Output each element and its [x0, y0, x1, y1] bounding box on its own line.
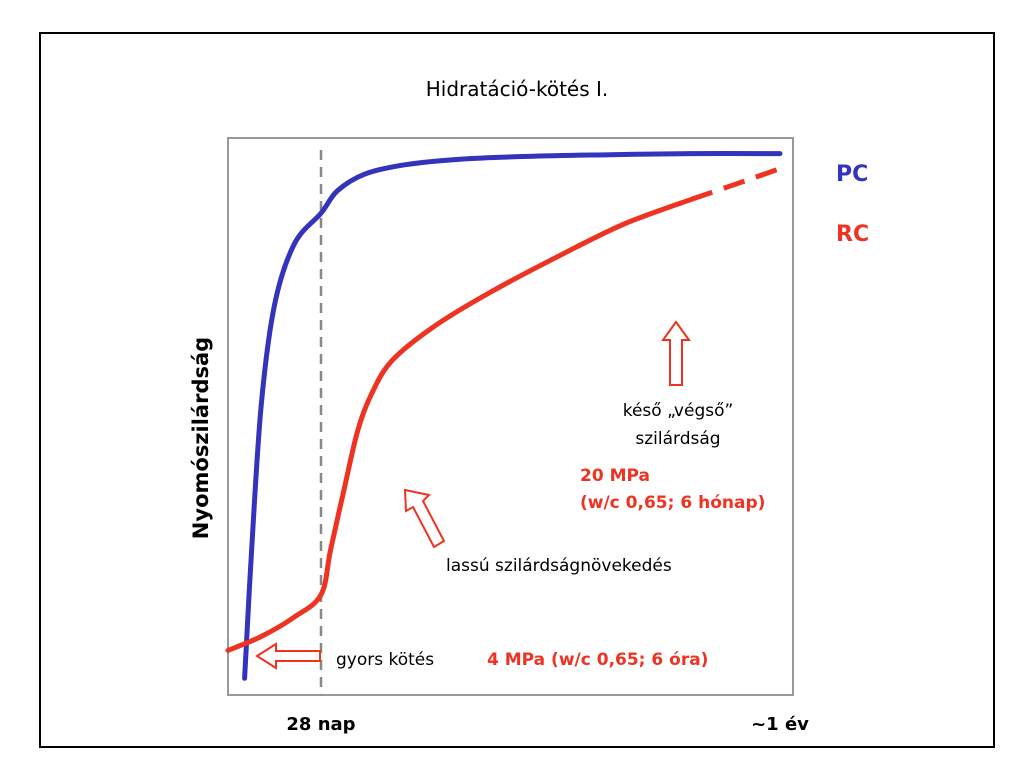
plot-area: [227, 137, 794, 696]
x-tick-label-1-ev: ~1 év: [751, 714, 809, 735]
diagonal-arrow-icon: [403, 488, 446, 549]
left-arrow-icon: [255, 642, 321, 670]
x-tick-label-28-nap: 28 nap: [286, 714, 355, 735]
annotation-early-value: 4 MPa (w/c 0,65; 6 óra): [487, 650, 708, 670]
series-line-rc-extension: [690, 166, 781, 202]
series-line-rc: [225, 196, 694, 653]
legend-label-rc: RC: [836, 222, 869, 247]
legend-label-pc: PC: [836, 162, 868, 187]
up-arrow-icon: [661, 320, 691, 386]
annotation-fast-setting: gyors kötés: [336, 650, 434, 670]
annotation-late-strength-line2: szilárdság: [635, 429, 720, 449]
slide-title: Hidratáció-kötés I.: [426, 77, 609, 101]
annotation-slow-growth: lassú szilárdságnövekedés: [446, 556, 672, 576]
series-line-pc: [242, 151, 783, 681]
annotation-late-strength-line1: késő „végső”: [623, 401, 734, 421]
annotation-late-value-line2: (w/c 0,65; 6 hónap): [580, 493, 765, 513]
annotation-late-value-line1: 20 MPa: [580, 466, 650, 486]
y-axis-label: Nyomószilárdság: [189, 337, 213, 539]
